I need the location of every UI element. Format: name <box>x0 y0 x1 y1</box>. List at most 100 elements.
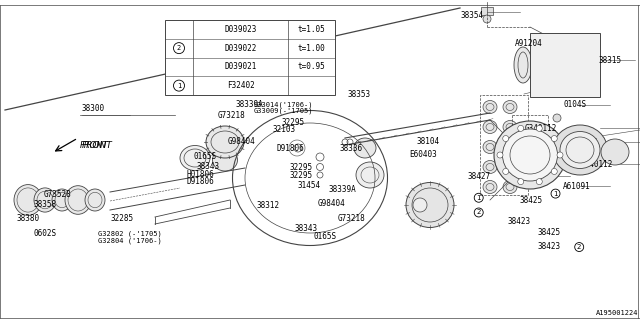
Ellipse shape <box>601 139 629 165</box>
Text: G33014('1706-): G33014('1706-) <box>254 102 314 108</box>
Ellipse shape <box>483 100 497 114</box>
Ellipse shape <box>560 132 600 169</box>
Ellipse shape <box>483 180 497 194</box>
Ellipse shape <box>52 189 72 211</box>
Circle shape <box>536 125 542 132</box>
Ellipse shape <box>483 140 497 154</box>
Text: 38425: 38425 <box>538 228 561 237</box>
Circle shape <box>503 136 509 141</box>
Text: FRONT: FRONT <box>82 140 113 149</box>
Text: D039022: D039022 <box>224 44 257 52</box>
Text: F32402: F32402 <box>227 81 254 90</box>
Text: 32295: 32295 <box>290 171 313 180</box>
Text: G340112: G340112 <box>525 124 557 133</box>
Ellipse shape <box>85 189 105 211</box>
Bar <box>481 7 493 15</box>
Text: A91204: A91204 <box>515 39 543 48</box>
Text: 38104: 38104 <box>416 137 439 146</box>
Bar <box>165 20 335 95</box>
Circle shape <box>497 152 503 158</box>
Text: 2: 2 <box>577 244 581 250</box>
Text: 32295: 32295 <box>282 118 305 127</box>
Text: 32285: 32285 <box>110 214 133 223</box>
Text: 38336: 38336 <box>339 144 362 153</box>
Ellipse shape <box>503 161 517 173</box>
Text: A195001224: A195001224 <box>595 310 638 316</box>
Text: 2: 2 <box>177 45 181 51</box>
Circle shape <box>553 114 561 122</box>
Ellipse shape <box>503 100 517 114</box>
Text: E60403: E60403 <box>410 150 437 159</box>
Text: 38343: 38343 <box>196 162 220 171</box>
Text: 38427: 38427 <box>468 172 491 181</box>
Text: 38315: 38315 <box>598 56 621 65</box>
Text: 38339A: 38339A <box>236 100 263 109</box>
Text: G32802 (-'1705): G32802 (-'1705) <box>98 231 162 237</box>
Text: 38423: 38423 <box>508 217 531 226</box>
Text: G32804 ('1706-): G32804 ('1706-) <box>98 237 162 244</box>
Ellipse shape <box>356 162 384 188</box>
Ellipse shape <box>413 198 427 212</box>
Ellipse shape <box>212 149 237 171</box>
Circle shape <box>582 44 589 51</box>
Circle shape <box>483 15 491 23</box>
Circle shape <box>536 179 542 185</box>
Text: 1: 1 <box>476 195 481 201</box>
Text: 38339A: 38339A <box>328 185 356 194</box>
Text: D91806: D91806 <box>186 177 214 186</box>
Text: D039023: D039023 <box>224 25 257 34</box>
Text: D91806: D91806 <box>276 144 304 153</box>
Ellipse shape <box>483 161 497 173</box>
Ellipse shape <box>14 185 42 215</box>
Text: G33009(-'1705): G33009(-'1705) <box>254 108 314 114</box>
Text: 32103: 32103 <box>272 125 295 134</box>
Text: 0602S: 0602S <box>34 229 57 238</box>
Text: 38353: 38353 <box>348 90 371 99</box>
Text: 38421: 38421 <box>576 138 599 147</box>
Text: t=0.95: t=0.95 <box>298 62 325 71</box>
Ellipse shape <box>503 121 517 133</box>
Text: 38343: 38343 <box>294 224 317 233</box>
Circle shape <box>518 125 524 132</box>
Ellipse shape <box>483 121 497 133</box>
Ellipse shape <box>494 121 566 189</box>
Text: G98404: G98404 <box>228 137 255 146</box>
Text: FRONT: FRONT <box>80 140 109 149</box>
Text: 32295: 32295 <box>290 163 313 172</box>
Text: H01806: H01806 <box>186 170 214 179</box>
Ellipse shape <box>65 186 91 214</box>
Text: 38300: 38300 <box>82 104 105 113</box>
Text: 38425: 38425 <box>520 196 543 205</box>
Text: 31454: 31454 <box>298 181 321 190</box>
Circle shape <box>582 79 589 86</box>
Circle shape <box>551 168 557 174</box>
Ellipse shape <box>406 182 454 228</box>
Ellipse shape <box>514 47 532 83</box>
Text: 38354: 38354 <box>461 11 484 20</box>
Bar <box>530 33 600 97</box>
Text: G98404: G98404 <box>318 199 346 208</box>
Circle shape <box>590 80 600 90</box>
Ellipse shape <box>552 125 607 175</box>
Text: t=1.00: t=1.00 <box>298 44 325 52</box>
Circle shape <box>503 168 509 174</box>
Circle shape <box>557 152 563 158</box>
Circle shape <box>551 136 557 141</box>
Text: G73218: G73218 <box>218 111 245 120</box>
Ellipse shape <box>180 146 210 171</box>
Text: 38358: 38358 <box>34 200 57 209</box>
Ellipse shape <box>503 140 517 154</box>
Text: 38423: 38423 <box>538 242 561 251</box>
Text: 38312: 38312 <box>256 201 279 210</box>
Circle shape <box>518 179 524 185</box>
Text: 1: 1 <box>553 191 558 196</box>
Text: G73528: G73528 <box>44 190 71 199</box>
Text: G73218: G73218 <box>337 214 365 223</box>
Ellipse shape <box>34 188 56 212</box>
Ellipse shape <box>502 129 557 181</box>
Text: G340112: G340112 <box>581 160 614 169</box>
Ellipse shape <box>354 138 376 158</box>
Bar <box>480 95 528 195</box>
Text: 38380: 38380 <box>16 214 39 223</box>
Ellipse shape <box>503 180 517 194</box>
